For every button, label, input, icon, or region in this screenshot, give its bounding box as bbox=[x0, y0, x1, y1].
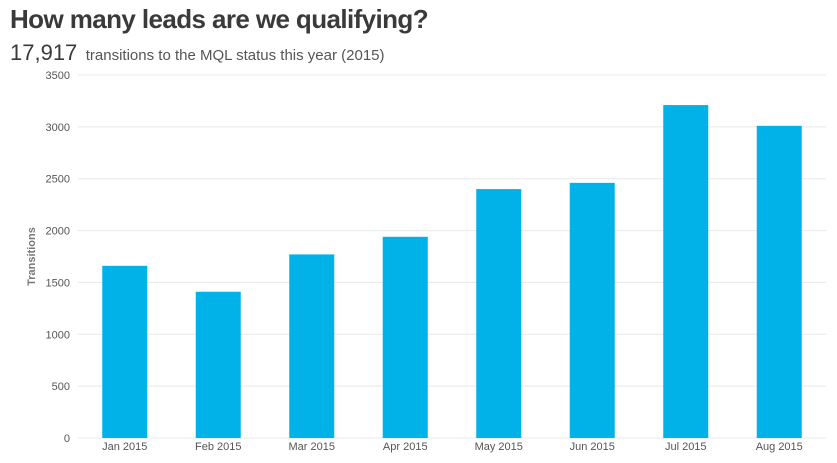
chart-subtitle: 17,917 transitions to the MQL status thi… bbox=[10, 40, 385, 66]
y-tick-label: 3000 bbox=[46, 122, 70, 134]
x-tick-label: Feb 2015 bbox=[195, 441, 241, 453]
x-tick-label: May 2015 bbox=[475, 441, 523, 453]
y-tick-label: 2500 bbox=[46, 174, 70, 186]
x-axis-ticks: Jan 2015 Feb 2015 Mar 2015 Apr 2015 May 2015… bbox=[102, 441, 803, 453]
chart-title: How many leads are we qualifying? bbox=[10, 4, 429, 34]
x-tick-label: Apr 2015 bbox=[383, 441, 428, 453]
x-tick-label: Aug 2015 bbox=[756, 441, 803, 453]
grid-lines bbox=[78, 74, 826, 439]
bar[interactable] bbox=[382, 236, 428, 438]
y-tick-label: 2000 bbox=[46, 226, 70, 238]
subtitle-text: transitions to the MQL status this year … bbox=[85, 47, 385, 64]
y-tick-label: 500 bbox=[52, 381, 70, 393]
bar[interactable] bbox=[756, 125, 802, 438]
total-transitions-value: 17,917 bbox=[10, 40, 78, 65]
x-tick-label: Mar 2015 bbox=[289, 441, 335, 453]
x-tick-label: Jan 2015 bbox=[102, 441, 147, 453]
bar[interactable] bbox=[195, 291, 241, 438]
y-tick-label: 0 bbox=[64, 433, 70, 445]
bar[interactable] bbox=[289, 254, 335, 438]
y-tick-label: 3500 bbox=[46, 70, 70, 82]
x-tick-label: Jun 2015 bbox=[570, 441, 615, 453]
y-tick-label: 1000 bbox=[46, 329, 70, 341]
bar[interactable] bbox=[569, 182, 615, 438]
bars bbox=[102, 105, 802, 438]
y-tick-label: 1500 bbox=[46, 277, 70, 289]
bar[interactable] bbox=[102, 265, 148, 438]
bar[interactable] bbox=[663, 105, 709, 438]
x-tick-label: Jul 2015 bbox=[665, 441, 707, 453]
y-axis-title: Transitions bbox=[26, 227, 38, 286]
bar[interactable] bbox=[476, 189, 522, 438]
y-axis-ticks: 0 500 1000 1500 2000 2500 3000 3500 bbox=[46, 70, 70, 445]
